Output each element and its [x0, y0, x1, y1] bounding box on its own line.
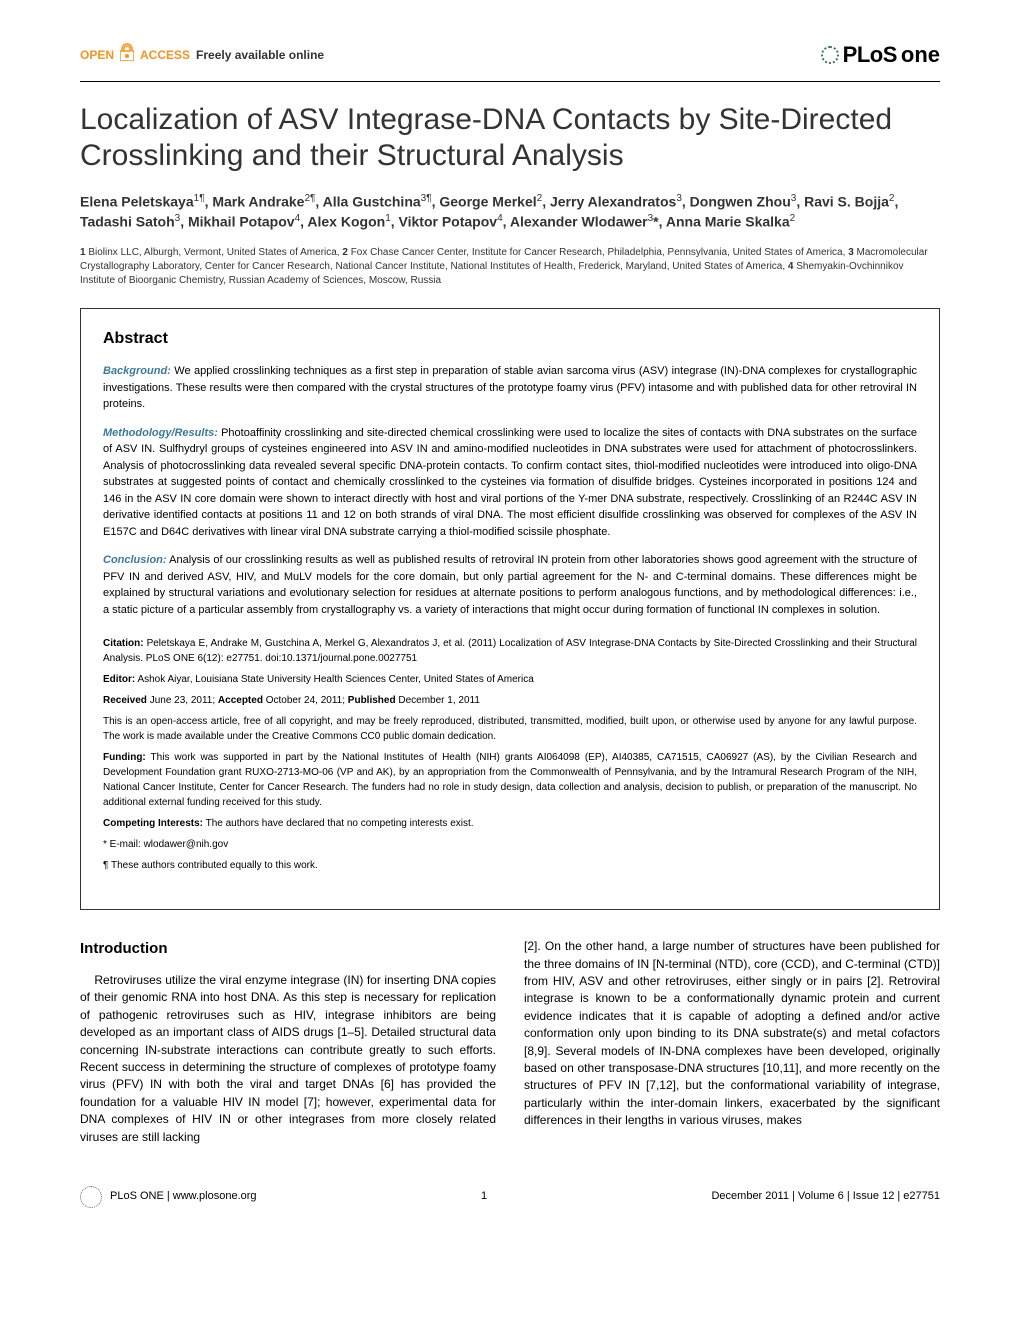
- accepted-label: Accepted: [218, 695, 263, 706]
- equal-contrib: ¶ These authors contributed equally to t…: [103, 858, 917, 873]
- funding-label: Funding:: [103, 752, 146, 763]
- header-rule: [80, 81, 940, 82]
- abstract-heading: Abstract: [103, 327, 917, 351]
- funding-line: Funding: This work was supported in part…: [103, 750, 917, 810]
- open-access-badge: OPEN ACCESS Freely available online: [80, 43, 324, 68]
- email-prefix: * E-mail:: [103, 839, 144, 850]
- conclusion-label: Conclusion:: [103, 554, 167, 566]
- methods-label: Methodology/Results:: [103, 427, 218, 439]
- affiliations: 1 Biolinx LLC, Alburgh, Vermont, United …: [80, 246, 940, 288]
- meta-section: Citation: Peletskaya E, Andrake M, Gustc…: [103, 636, 917, 873]
- article-title: Localization of ASV Integrase-DNA Contac…: [80, 102, 940, 174]
- published-label: Published: [348, 695, 396, 706]
- dates-line: Received June 23, 2011; Accepted October…: [103, 693, 917, 708]
- editor-label: Editor:: [103, 674, 135, 685]
- received-label: Received: [103, 695, 147, 706]
- footer-left-text: PLoS ONE | www.plosone.org: [110, 1189, 257, 1204]
- funding-text: This work was supported in part by the N…: [103, 752, 917, 808]
- competing-text: The authors have declared that no compet…: [203, 818, 474, 829]
- competing-line: Competing Interests: The authors have de…: [103, 816, 917, 831]
- published-text: December 1, 2011: [396, 695, 480, 706]
- conclusion-text: Analysis of our crosslinking results as …: [103, 554, 917, 616]
- accepted-text: October 24, 2011;: [263, 695, 348, 706]
- citation-text: Peletskaya E, Andrake M, Gustchina A, Me…: [103, 638, 917, 664]
- intro-heading: Introduction: [80, 938, 496, 960]
- footer-left: PLoS ONE | www.plosone.org: [80, 1186, 257, 1208]
- background-text: We applied crosslinking techniques as a …: [103, 365, 917, 410]
- plos-icon: [821, 46, 839, 64]
- access-text: ACCESS: [140, 47, 190, 64]
- intro-text-left: Retroviruses utilize the viral enzyme in…: [80, 972, 496, 1146]
- editor-text: Ashok Aiyar, Louisiana State University …: [135, 674, 534, 685]
- email-text: wlodawer@nih.gov: [144, 839, 229, 850]
- intro-col-right: [2]. On the other hand, a large number o…: [524, 938, 940, 1146]
- citation-line: Citation: Peletskaya E, Andrake M, Gustc…: [103, 636, 917, 666]
- one-text: one: [901, 40, 940, 71]
- citation-label: Citation:: [103, 638, 144, 649]
- abstract-box: Abstract Background: We applied crosslin…: [80, 308, 940, 910]
- competing-label: Competing Interests:: [103, 818, 203, 829]
- abstract-background: Background: We applied crosslinking tech…: [103, 363, 917, 413]
- open-access-icon: [120, 43, 134, 68]
- tagline-text: Freely available online: [196, 47, 324, 64]
- editor-line: Editor: Ashok Aiyar, Louisiana State Uni…: [103, 672, 917, 687]
- plos-text: PLoS: [843, 40, 897, 71]
- methods-text: Photoaffinity crosslinking and site-dire…: [103, 427, 917, 538]
- header-row: OPEN ACCESS Freely available online PLoS…: [80, 40, 940, 71]
- background-label: Background:: [103, 365, 171, 377]
- intro-col-left: Introduction Retroviruses utilize the vi…: [80, 938, 496, 1146]
- abstract-conclusion: Conclusion: Analysis of our crosslinking…: [103, 552, 917, 618]
- abstract-methods: Methodology/Results: Photoaffinity cross…: [103, 425, 917, 541]
- footer-plos-icon: [80, 1186, 102, 1208]
- footer-right-text: December 2011 | Volume 6 | Issue 12 | e2…: [711, 1189, 940, 1204]
- authors-list: Elena Peletskaya1¶, Mark Andrake2¶, Alla…: [80, 192, 940, 233]
- journal-logo: PLoS one: [821, 40, 940, 71]
- intro-text-right: [2]. On the other hand, a large number o…: [524, 938, 940, 1129]
- email-line: * E-mail: wlodawer@nih.gov: [103, 837, 917, 852]
- copyright-text: This is an open-access article, free of …: [103, 714, 917, 744]
- open-text: OPEN: [80, 47, 114, 64]
- footer-page-number: 1: [481, 1189, 487, 1204]
- received-text: June 23, 2011;: [147, 695, 218, 706]
- introduction-section: Introduction Retroviruses utilize the vi…: [80, 938, 940, 1146]
- page-footer: PLoS ONE | www.plosone.org 1 December 20…: [80, 1186, 940, 1208]
